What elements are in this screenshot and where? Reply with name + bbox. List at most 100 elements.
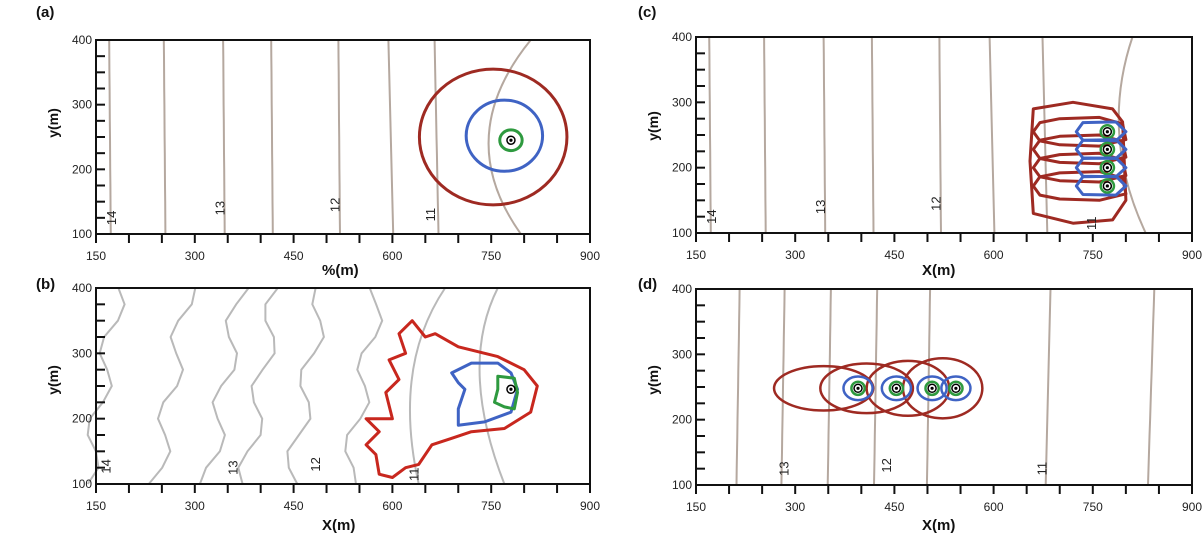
- x-tick-label-a: 150: [86, 249, 106, 263]
- contour-line-d: [780, 288, 786, 486]
- y-tick-label-d: 400: [672, 282, 692, 296]
- x-tick-label-d: 900: [1182, 500, 1202, 514]
- x-tick-label-c: 450: [884, 248, 904, 262]
- contour-line-b: [148, 287, 197, 485]
- contour-label-a: 12: [328, 198, 343, 212]
- contour-label-b: 13: [226, 460, 241, 474]
- contour-lines-d: [735, 288, 1156, 486]
- panel-letter-c: (c): [638, 4, 657, 21]
- contour-line-b: [86, 287, 126, 485]
- contour-label-b: 14: [98, 459, 113, 473]
- contour-line-b: [286, 287, 325, 485]
- y-tick-label-a: 300: [72, 98, 92, 112]
- source-point-center-b: [509, 387, 513, 391]
- y-tick-label-c: 100: [672, 226, 692, 240]
- region-inner-d: [850, 380, 866, 397]
- x-axis-label-d: X(m): [922, 517, 956, 534]
- contour-label-c: 12: [929, 196, 944, 210]
- contour-line-c: [988, 36, 996, 234]
- contour-line-a: [108, 39, 112, 235]
- contour-line-a: [487, 39, 532, 235]
- y-tick-label-c: 400: [672, 30, 692, 44]
- contour-label-a: 11: [423, 208, 438, 222]
- y-tick-label-b: 100: [72, 477, 92, 491]
- contour-label-d: 13: [777, 461, 792, 475]
- panel-d: (d) y(m) X(m) 13 12 11 150 300 450 600 750 900 10…: [600, 272, 1203, 543]
- contour-label-c: 14: [704, 209, 719, 223]
- contour-lines-a: [108, 39, 440, 235]
- x-tick-label-d: 450: [884, 500, 904, 514]
- region-inner-c: [1099, 141, 1116, 158]
- contour-line-c: [822, 36, 827, 234]
- contour-label-b: 11: [407, 467, 422, 481]
- contour-line-d: [735, 288, 741, 486]
- region-inner-c: [1099, 159, 1116, 176]
- contour-line-a: [337, 39, 341, 235]
- contour-line-b: [344, 287, 384, 485]
- source-point-center-d: [856, 386, 860, 390]
- x-tick-label-d: 300: [785, 500, 805, 514]
- contour-line-a: [270, 39, 274, 235]
- source-point-center-d: [894, 386, 898, 390]
- region-inner-b: [493, 374, 519, 411]
- x-tick-label-c: 750: [1083, 248, 1103, 262]
- plot-area-a: 14 13 12 11 150 300 450 600 750 900 100 200 300 400: [72, 33, 600, 263]
- region-middle-d: [916, 375, 948, 402]
- contour-line-d: [1044, 288, 1052, 486]
- contour-label-b: 12: [308, 457, 323, 471]
- region-outer-b: [364, 319, 539, 479]
- contour-label-d: 12: [879, 458, 894, 472]
- plot-area-c: 14 13 12 11 150 300 450 600 750 900 100 200 300 400: [672, 30, 1202, 262]
- source-point-center-c: [1105, 166, 1109, 170]
- y-tick-label-b: 300: [72, 346, 92, 360]
- region-outer-c: [1028, 100, 1128, 225]
- region-middle-d: [880, 375, 913, 402]
- plot-area-d: 13 12 11 150 300 450 600 750 900 100 200 300 400: [672, 282, 1202, 514]
- contour-line-d: [873, 288, 879, 486]
- region-inner-a: [498, 128, 524, 153]
- region-middle-d: [842, 375, 874, 402]
- y-tick-label-d: 300: [672, 347, 692, 361]
- contour-lines-b: [86, 287, 384, 485]
- contour-label-c: 11: [1084, 216, 1099, 230]
- contour-line-a: [433, 39, 440, 235]
- contour-line-a: [162, 39, 167, 235]
- x-tick-label-b: 600: [382, 499, 402, 513]
- source-point-center-d: [930, 386, 934, 390]
- source-point-center-c: [1105, 147, 1109, 151]
- contour-line-c: [1117, 36, 1147, 234]
- x-tick-label-a: 450: [284, 249, 304, 263]
- region-outer-a: [417, 67, 569, 207]
- region-inner-d: [888, 380, 905, 397]
- contour-line-b: [478, 287, 506, 485]
- contour-label-c: 13: [813, 200, 828, 214]
- contour-line-c: [870, 36, 875, 234]
- x-tick-label-d: 150: [686, 500, 706, 514]
- panel-letter-d: (d): [638, 276, 658, 293]
- axes-b: 150 300 450 600 750 900 100 200 300 400: [72, 281, 600, 513]
- y-tick-label-c: 300: [672, 95, 692, 109]
- axes-a: 150 300 450 600 750 900 100 200 300 400: [72, 33, 600, 263]
- x-tick-label-b: 300: [185, 499, 205, 513]
- contour-line-c: [938, 36, 942, 234]
- frame-c: [695, 36, 1193, 234]
- frame-a: [95, 39, 591, 235]
- x-tick-label-c: 150: [686, 248, 706, 262]
- region-inner-d: [924, 380, 940, 397]
- x-tick-label-a: 300: [185, 249, 205, 263]
- panel-letter-b: (b): [36, 276, 56, 293]
- x-tick-label-d: 750: [1083, 500, 1103, 514]
- contour-line-b: [237, 287, 279, 485]
- contour-label-a: 14: [104, 211, 119, 225]
- source-point-center-c: [1105, 130, 1109, 134]
- y-tick-label-b: 200: [72, 412, 92, 426]
- x-axis-label-b: X(m): [322, 517, 356, 534]
- x-tick-label-c: 600: [984, 248, 1004, 262]
- x-tick-label-a: 600: [382, 249, 402, 263]
- x-tick-label-b: 750: [481, 499, 501, 513]
- source-point-center-c: [1105, 184, 1109, 188]
- x-tick-label-b: 900: [580, 499, 600, 513]
- region-middle-d: [940, 375, 972, 402]
- region-inner-c: [1099, 178, 1116, 194]
- y-tick-label-d: 100: [672, 478, 692, 492]
